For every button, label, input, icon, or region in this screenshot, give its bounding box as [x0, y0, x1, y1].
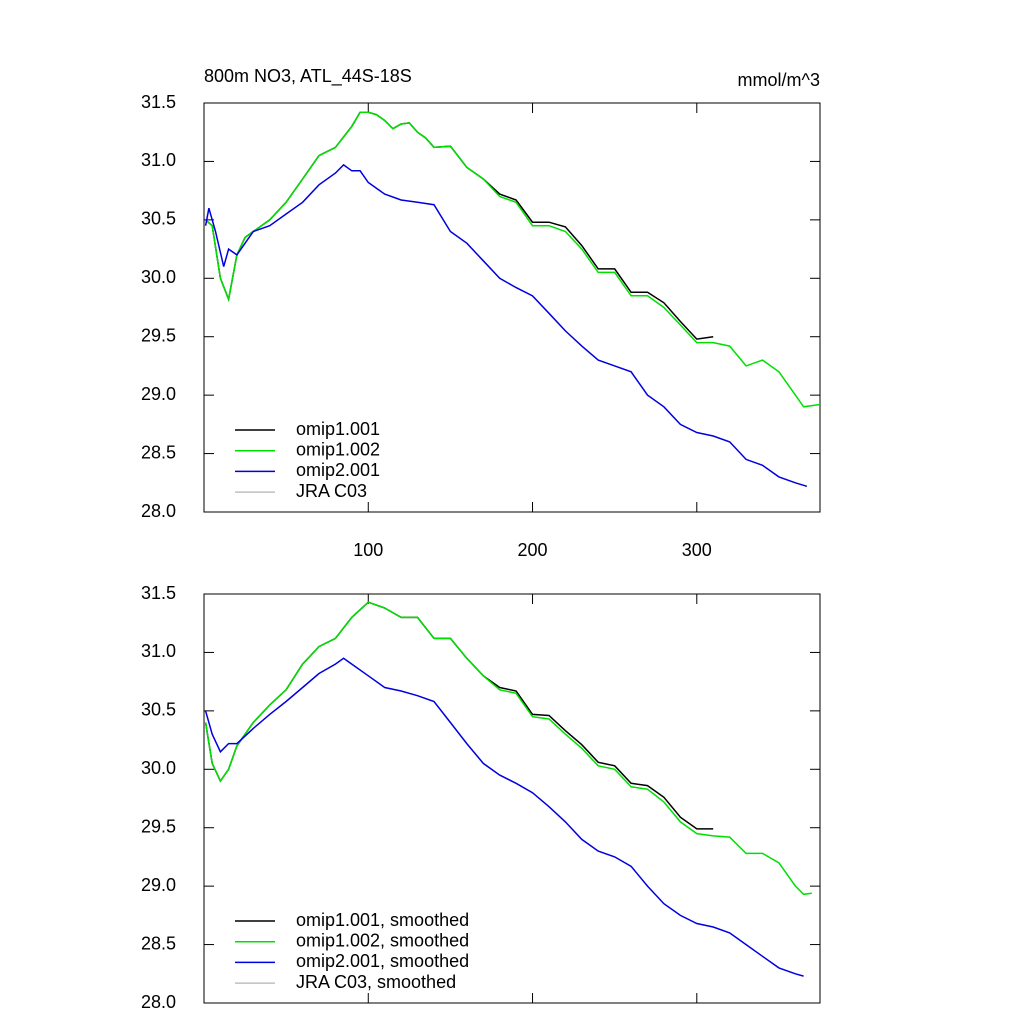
legend-label: omip2.001: [296, 460, 380, 480]
y-tick-label: 28.0: [141, 992, 176, 1012]
legend-label: omip1.001: [296, 419, 380, 439]
y-tick-label: 30.0: [141, 267, 176, 287]
x-tick-label: 300: [682, 540, 712, 560]
y-tick-label: 31.5: [141, 92, 176, 112]
legend-label: JRA C03, smoothed: [296, 972, 456, 992]
y-tick-label: 28.0: [141, 501, 176, 521]
legend-label: JRA C03: [296, 481, 367, 501]
plot-frame: [203, 593, 821, 1004]
x-tick-label: 100: [353, 540, 383, 560]
series-line: [204, 163, 808, 488]
y-tick-label: 31.5: [141, 583, 176, 603]
legend-label: omip1.002, smoothed: [296, 930, 469, 950]
plot-frame: [203, 102, 821, 513]
y-tick-label: 28.5: [141, 933, 176, 953]
y-tick-label: 30.5: [141, 700, 176, 720]
legend-label: omip1.001, smoothed: [296, 910, 469, 930]
legend-label: omip1.002: [296, 439, 380, 459]
y-tick-label: 29.5: [141, 325, 176, 345]
series-line: [204, 601, 714, 830]
y-tick-label: 31.0: [141, 150, 176, 170]
chart-title: 800m NO3, ATL_44S-18S: [204, 66, 412, 87]
series-line: [204, 601, 812, 896]
series-line: [204, 657, 804, 977]
legend-label: omip2.001, smoothed: [296, 951, 469, 971]
y-tick-label: 29.5: [141, 816, 176, 836]
x-tick-label: 200: [518, 540, 548, 560]
y-tick-label: 28.5: [141, 442, 176, 462]
series-line: [205, 111, 821, 408]
series-line: [205, 111, 714, 340]
y-tick-label: 30.0: [141, 758, 176, 778]
y-tick-label: 30.5: [141, 209, 176, 229]
y-tick-label: 29.0: [141, 384, 176, 404]
y-tick-label: 29.0: [141, 875, 176, 895]
units-label: mmol/m^3: [738, 70, 820, 90]
y-tick-label: 31.0: [141, 641, 176, 661]
